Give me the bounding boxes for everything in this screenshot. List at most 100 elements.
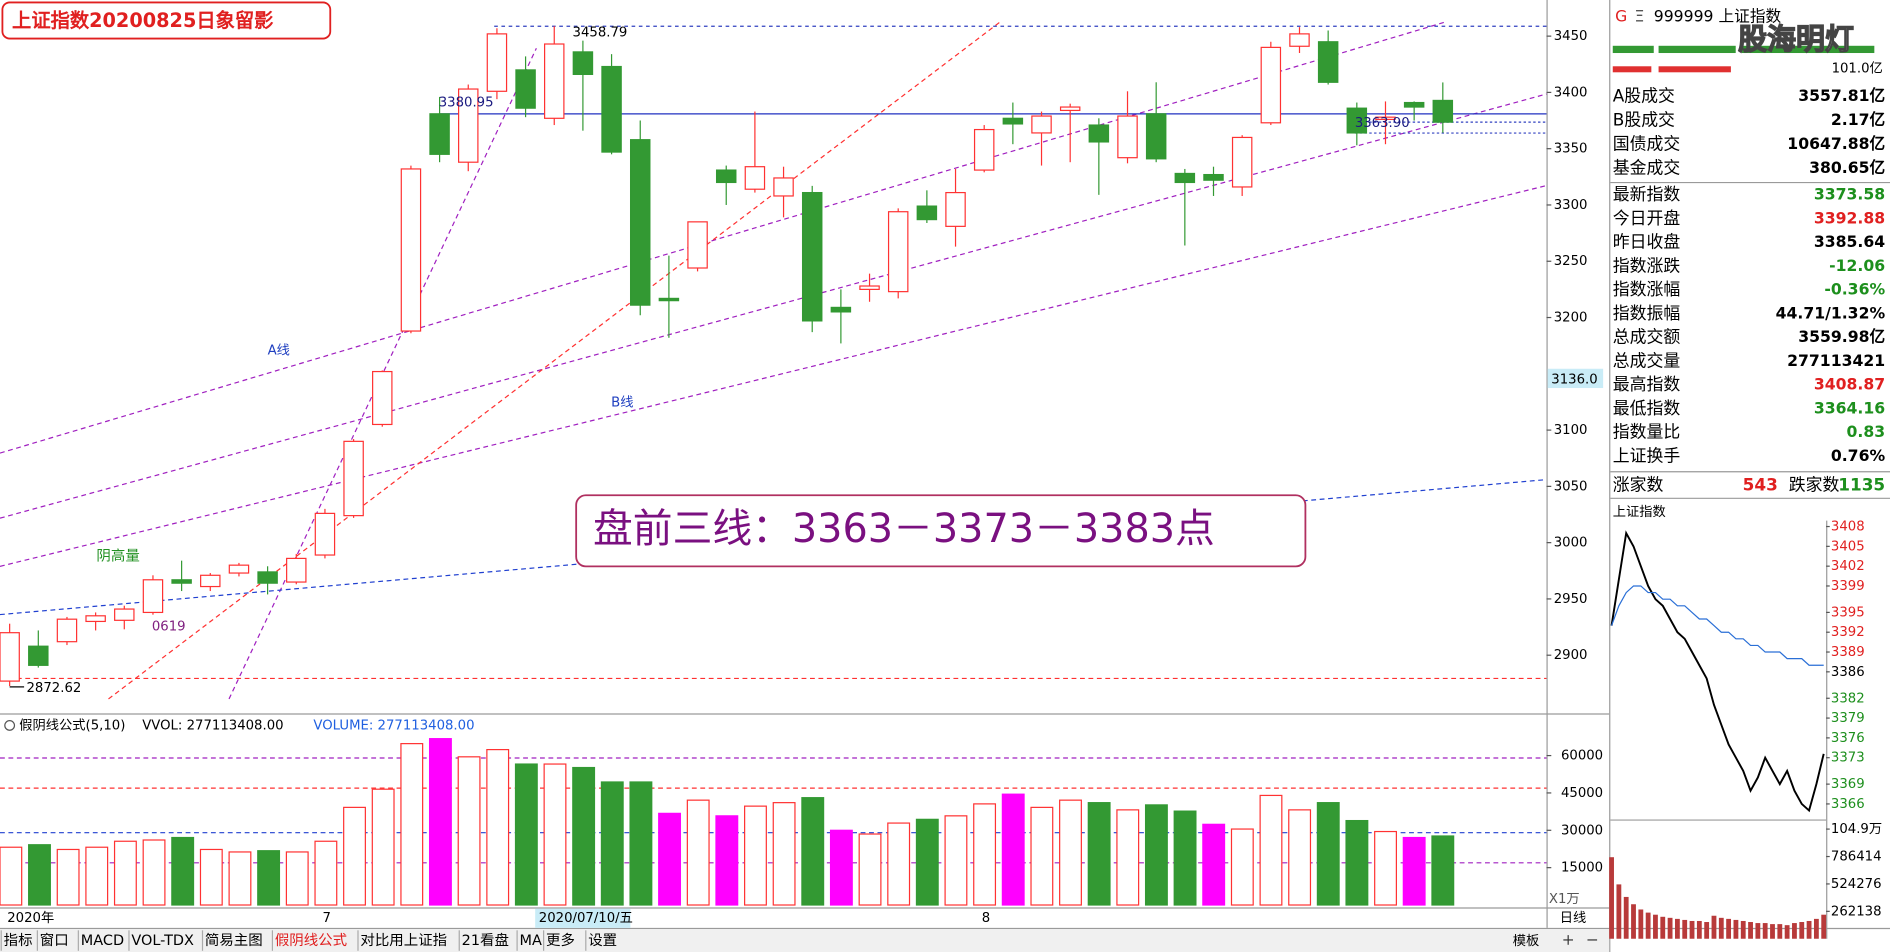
volume-bar — [1682, 919, 1688, 939]
candle-body — [1145, 113, 1167, 160]
amount: 101.0亿 — [1832, 61, 1883, 77]
row-label: A股成交 — [1613, 85, 1675, 105]
row-value: 3408.87 — [1814, 375, 1885, 394]
y-tick-label: 2900 — [1554, 648, 1588, 663]
volume-bar — [1609, 857, 1614, 939]
annotation: 0619 — [152, 620, 186, 635]
volume-bar — [1762, 923, 1768, 939]
tab[interactable]: 窗口 — [40, 931, 69, 949]
zoom-buttons[interactable] — [1563, 935, 1598, 945]
legend-entry: VVOL: 277113408.00 — [142, 718, 283, 733]
volume-bar — [715, 815, 739, 906]
y-tick-label: 3000 — [1554, 536, 1588, 551]
volume-bar — [228, 851, 252, 906]
unit-label: X1万 — [1549, 892, 1580, 907]
y-tick-label: 786414 — [1831, 850, 1882, 865]
volume-pane: 15000 30000 45000 60000 — [0, 738, 1603, 906]
candle-body — [429, 113, 450, 155]
tab[interactable]: 指标 — [4, 932, 33, 949]
candle-body — [1059, 106, 1081, 112]
tab[interactable]: VOL-TDX — [131, 933, 194, 949]
row-label: B股成交 — [1613, 110, 1675, 130]
tab[interactable]: 21看盘 — [462, 931, 509, 949]
flow-bars — [1612, 45, 1875, 73]
y-tick-label: 3405 — [1831, 539, 1865, 554]
candle-body — [286, 557, 307, 583]
tab[interactable]: 假阴线公式 — [275, 932, 347, 949]
candle-body — [314, 512, 336, 556]
volume-bar — [142, 839, 166, 906]
annotation: B线 — [611, 394, 633, 410]
volume-bar — [1740, 920, 1746, 939]
up-label: 涨家数 — [1613, 475, 1664, 495]
down-label: 跌家数 — [1789, 475, 1840, 495]
candle-body — [85, 615, 106, 623]
volume-bar — [343, 806, 366, 906]
y-tick-label: 3373 — [1831, 751, 1865, 766]
candle-body — [114, 608, 135, 621]
candle-body — [0, 632, 20, 682]
candle-body — [859, 285, 880, 290]
row-label: 今日开盘 — [1613, 208, 1681, 228]
row-label: 最低指数 — [1613, 398, 1681, 418]
candle-body — [544, 43, 565, 119]
volume-bar — [1616, 884, 1622, 939]
volume-bar — [1645, 912, 1651, 939]
annotation: 阴高量 — [96, 548, 139, 565]
volume-bar — [314, 840, 338, 906]
candle-body — [257, 571, 278, 584]
volume-bar — [829, 829, 853, 906]
candle-body — [228, 564, 250, 574]
candle-body — [1174, 172, 1196, 184]
volume-bar — [1144, 804, 1168, 906]
row-label: 指数量比 — [1613, 422, 1680, 442]
volume-bar — [28, 844, 51, 906]
x-tick-label: 2020年 — [7, 910, 54, 926]
volume-bar — [1116, 809, 1140, 906]
candle-body — [687, 221, 708, 269]
tab[interactable]: 设置 — [588, 932, 617, 949]
row-label: 昨日收盘 — [1613, 232, 1681, 252]
y-tick-label: 3382 — [1831, 691, 1865, 706]
tab[interactable]: 对比用上证指 — [360, 932, 447, 949]
row-value: 0.83 — [1847, 422, 1886, 441]
candle-body — [171, 579, 192, 584]
volume-bar — [1431, 835, 1455, 906]
volume-bar — [858, 833, 882, 906]
template-button[interactable]: 模板 — [1513, 933, 1540, 949]
y-tick-label: 3386 — [1831, 665, 1865, 680]
tab[interactable]: MACD — [81, 933, 124, 949]
volume-bar — [1674, 918, 1680, 939]
volume-bar — [1623, 896, 1629, 939]
row-value: 3557.81亿 — [1798, 86, 1885, 105]
y-tick-label: 3250 — [1554, 254, 1588, 269]
tab[interactable]: 简易主图 — [205, 932, 263, 949]
callout: 盘前三线：3363－3373－3383点 — [593, 506, 1215, 552]
volume-bar — [486, 748, 510, 906]
volume-bar — [1374, 830, 1397, 906]
candle-body — [1031, 115, 1052, 134]
menu-mark[interactable]: Ξ — [1634, 6, 1644, 25]
row-label: 总成交量 — [1613, 350, 1681, 370]
y-tick-label: 3389 — [1831, 645, 1865, 660]
candle-body — [372, 370, 393, 426]
candle-body — [1260, 46, 1282, 124]
candle-body — [1403, 101, 1425, 108]
y-tick-label: 104.9万 — [1831, 822, 1882, 837]
candle-body — [200, 574, 221, 588]
tab[interactable]: MA — [520, 933, 542, 949]
volume-bar — [686, 799, 710, 906]
row-value: 277113421 — [1787, 351, 1885, 370]
y-tick-label: 3450 — [1554, 29, 1588, 44]
tab[interactable]: 更多 — [546, 932, 575, 949]
volume-bar — [772, 802, 796, 906]
volume-bar — [371, 788, 395, 906]
candle-body — [1289, 33, 1310, 47]
volume-bar — [199, 848, 223, 906]
volume-bar — [1660, 916, 1666, 939]
y-tick-label: 30000 — [1561, 823, 1603, 838]
row-value: 3385.64 — [1814, 232, 1885, 251]
candle-body — [1088, 124, 1110, 143]
